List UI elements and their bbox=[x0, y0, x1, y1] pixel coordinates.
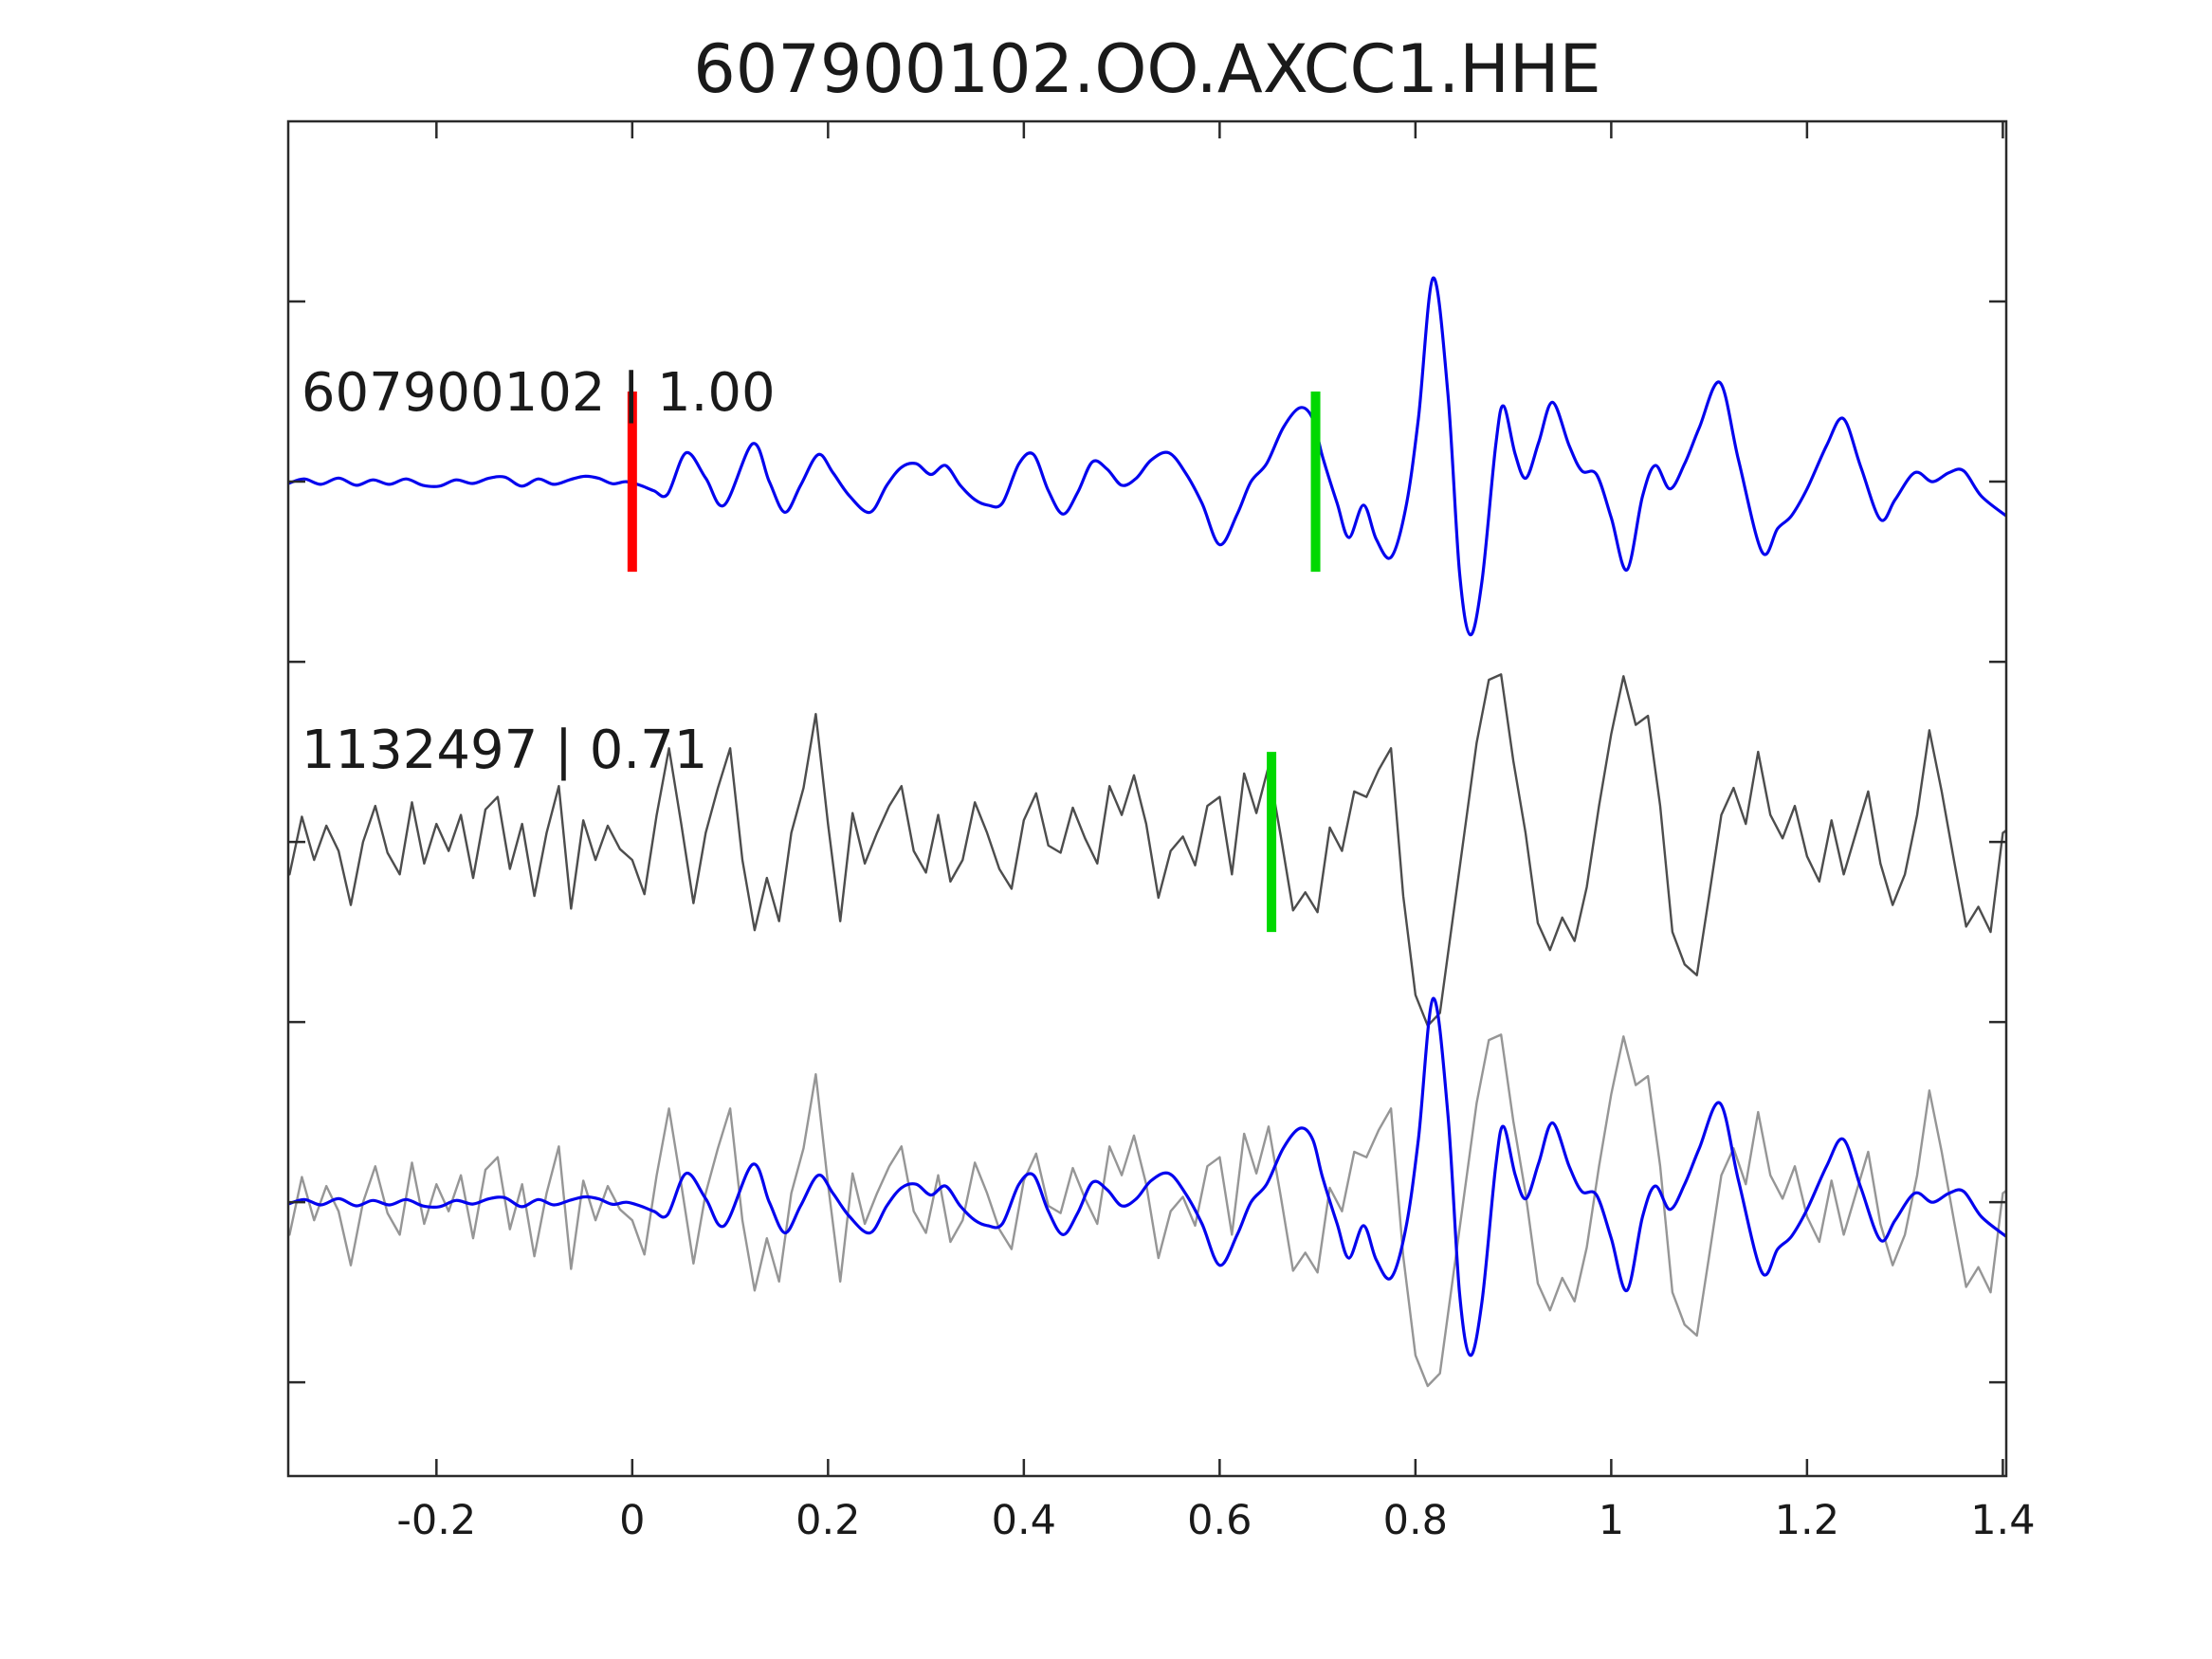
plot-border bbox=[286, 119, 2008, 1478]
trace-detection_panel3 bbox=[288, 1033, 2006, 1388]
trace-template_panel1 bbox=[288, 276, 2006, 637]
x-tick-label: 0.4 bbox=[992, 1497, 1056, 1544]
x-tick-label: 0.2 bbox=[795, 1497, 860, 1544]
trace-label-1: 607900102 | 1.00 bbox=[302, 362, 776, 424]
x-tick-label: 0.8 bbox=[1383, 1497, 1448, 1544]
x-tick-label: 1.4 bbox=[1970, 1497, 2035, 1544]
trace-detection_panel2 bbox=[288, 673, 2006, 1028]
plot-title: 607900102.OO.AXCC1.HHE bbox=[693, 30, 1600, 108]
x-tick-label: -0.2 bbox=[396, 1497, 476, 1544]
x-tick-label: 1.2 bbox=[1775, 1497, 1839, 1544]
trace-template_panel3 bbox=[288, 996, 2006, 1358]
x-tick-label: 0 bbox=[619, 1497, 645, 1544]
trace-label-2: 1132497 | 0.71 bbox=[302, 720, 708, 781]
x-tick-label: 1 bbox=[1599, 1497, 1624, 1544]
traces-group bbox=[288, 276, 2006, 1388]
x-tick-label: 0.6 bbox=[1187, 1497, 1252, 1544]
